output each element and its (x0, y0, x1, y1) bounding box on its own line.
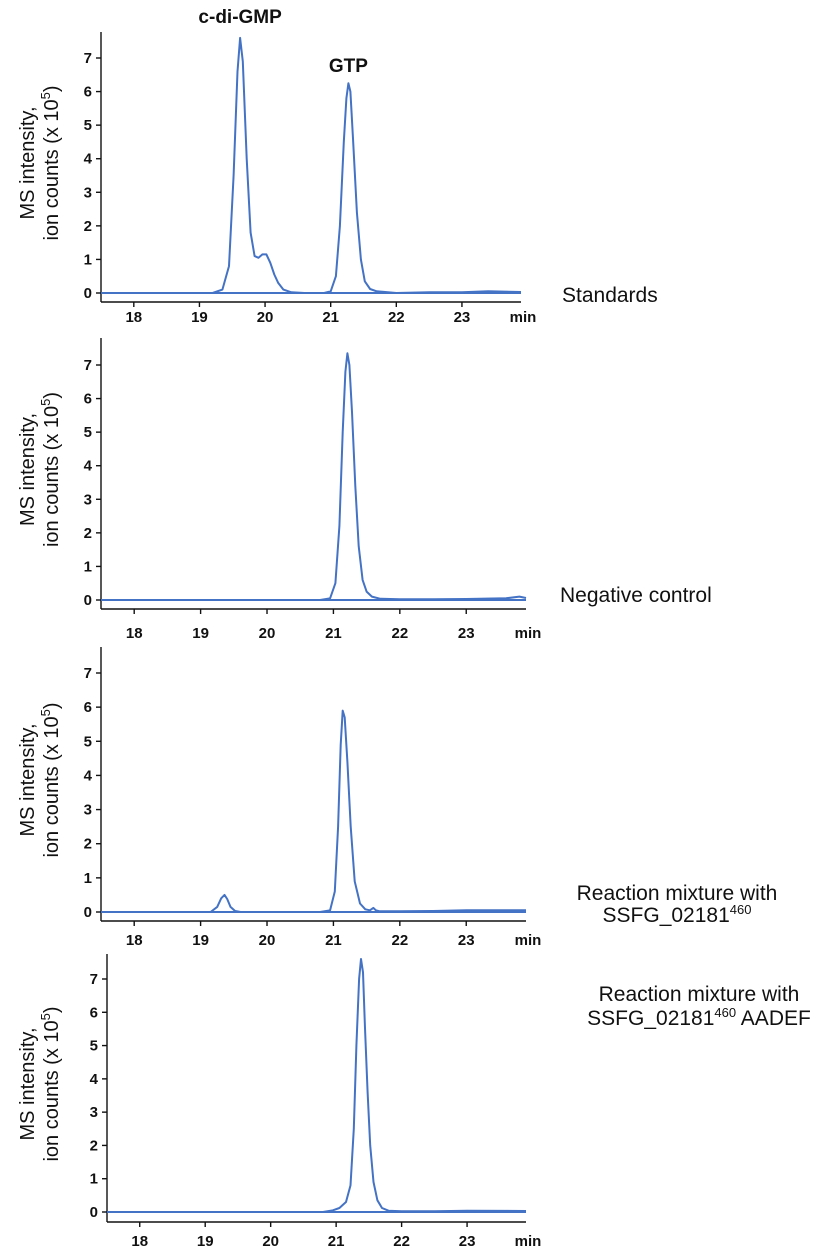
x-tick-label: 22 (388, 309, 405, 326)
y-tick-label: 5 (84, 733, 92, 750)
chromatogram-trace (101, 352, 527, 601)
chromatogram-trace (107, 958, 527, 1213)
y-tick-label: 4 (90, 1071, 99, 1088)
x-tick-label: 20 (257, 309, 274, 326)
x-tick-label: 23 (454, 309, 471, 326)
y-tick-label: 6 (84, 391, 92, 408)
x-tick-label: 22 (391, 625, 408, 642)
condition-label-line1: Reaction mixture with (599, 983, 800, 1006)
x-tick-label: 22 (393, 1233, 410, 1250)
y-axis-title-line1: MS intensity, (17, 413, 39, 526)
x-tick-label: 19 (197, 1233, 214, 1250)
x-unit-label: min (515, 1233, 542, 1250)
y-axis-title-line1: MS intensity, (17, 107, 39, 220)
y-axis-title-line2: ion counts (x 105) (38, 392, 63, 547)
y-tick-label: 1 (90, 1171, 98, 1188)
y-tick-label: 2 (90, 1137, 98, 1154)
chromatogram-trace (101, 36, 522, 294)
y-tick-label: 4 (84, 151, 93, 168)
y-tick-label: 3 (84, 802, 92, 819)
condition-label: Negative control (560, 584, 712, 607)
y-tick-label: 0 (90, 1204, 98, 1221)
x-unit-label: min (515, 932, 542, 949)
chromatogram-trace (101, 709, 526, 913)
y-tick-label: 0 (84, 285, 92, 302)
y-tick-label: 4 (84, 767, 93, 784)
y-tick-label: 0 (84, 904, 92, 921)
condition-label-line2: SSFG_02181460 AADEF (587, 1005, 811, 1030)
y-tick-label: 5 (84, 424, 92, 441)
y-tick-label: 5 (90, 1038, 98, 1055)
x-tick-label: 18 (125, 309, 142, 326)
x-tick-label: 19 (192, 625, 209, 642)
x-tick-label: 20 (259, 932, 276, 949)
y-tick-label: 1 (84, 251, 92, 268)
y-axis-title-line2: ion counts (x 105) (38, 702, 63, 857)
x-tick-label: 22 (391, 932, 408, 949)
y-tick-label: 6 (90, 1004, 98, 1021)
y-axis-title-line1: MS intensity, (17, 724, 39, 837)
x-tick-label: 21 (328, 1233, 345, 1250)
x-tick-label: 21 (322, 309, 339, 326)
y-tick-label: 3 (84, 491, 92, 508)
y-tick-label: 2 (84, 218, 92, 235)
y-axis-title-line2: ion counts (x 105) (38, 1006, 63, 1161)
x-tick-label: 23 (458, 932, 475, 949)
x-unit-label: min (510, 309, 537, 326)
x-tick-label: 18 (131, 1233, 148, 1250)
y-tick-label: 7 (84, 50, 92, 67)
y-tick-label: 3 (84, 184, 92, 201)
y-tick-label: 7 (90, 971, 98, 988)
y-tick-label: 4 (84, 458, 93, 475)
x-tick-label: 20 (262, 1233, 279, 1250)
x-tick-label: 20 (259, 625, 276, 642)
y-tick-label: 6 (84, 84, 92, 101)
y-tick-label: 2 (84, 525, 92, 542)
y-tick-label: 2 (84, 836, 92, 853)
x-unit-label: min (515, 625, 542, 642)
x-tick-label: 18 (126, 932, 143, 949)
x-tick-label: 23 (458, 625, 475, 642)
y-tick-label: 0 (84, 592, 92, 609)
x-tick-label: 18 (126, 625, 143, 642)
y-tick-label: 7 (84, 357, 92, 374)
y-tick-label: 5 (84, 117, 92, 134)
y-tick-label: 1 (84, 870, 92, 887)
x-tick-label: 19 (192, 932, 209, 949)
y-axis-title-line2: ion counts (x 105) (38, 85, 63, 240)
x-tick-label: 19 (191, 309, 208, 326)
y-axis-title-line1: MS intensity, (17, 1028, 39, 1141)
x-tick-label: 21 (325, 625, 342, 642)
peak-label: c-di-GMP (198, 7, 282, 28)
peak-label: GTP (329, 56, 368, 77)
condition-label-line2: SSFG_02181460 (603, 902, 752, 927)
condition-label-line1: Reaction mixture with (577, 882, 778, 905)
condition-label: Standards (562, 284, 658, 307)
y-tick-label: 1 (84, 558, 92, 575)
y-tick-label: 7 (84, 665, 92, 682)
y-tick-label: 3 (90, 1104, 98, 1121)
x-tick-label: 21 (325, 932, 342, 949)
x-tick-label: 23 (459, 1233, 476, 1250)
y-tick-label: 6 (84, 699, 92, 716)
